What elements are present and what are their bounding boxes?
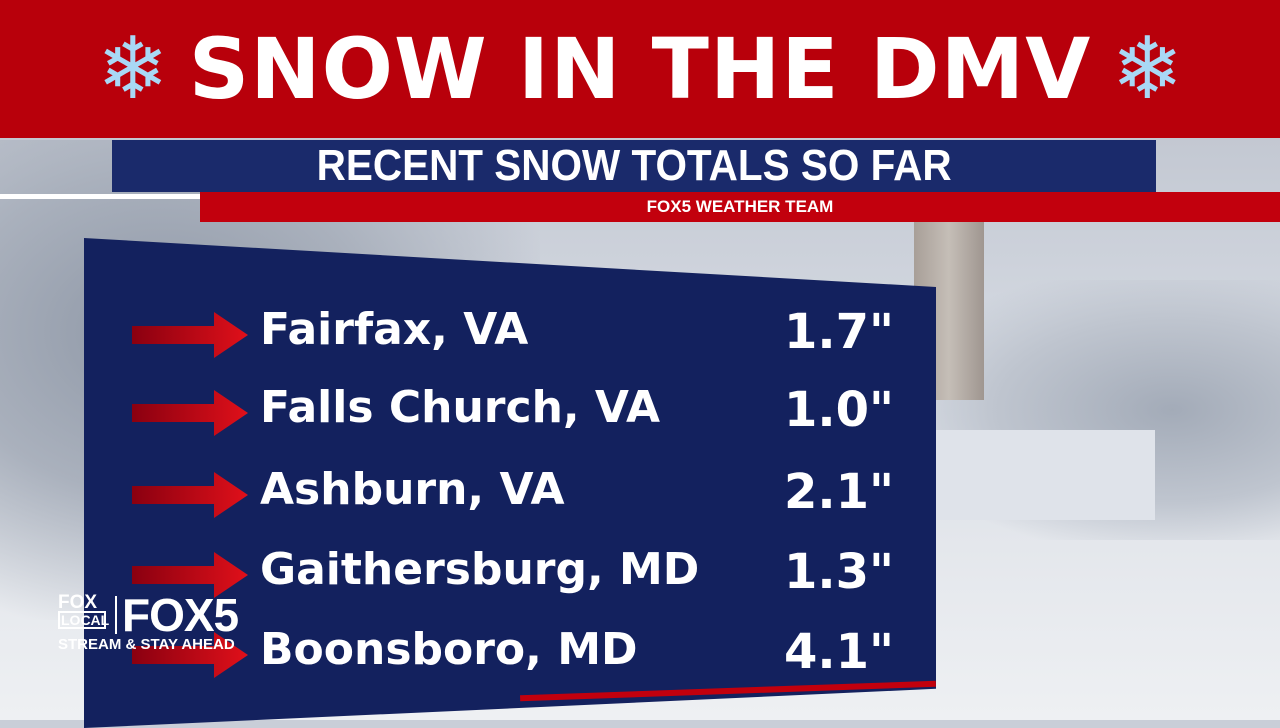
fox5-text: FOX5 [122, 589, 239, 641]
snow-amount: 1.7" [784, 304, 895, 360]
location-name: Falls Church, VA [260, 382, 661, 433]
snowflake-icon: ❄ [96, 19, 169, 119]
location-name: Boonsboro, MD [260, 624, 638, 675]
list-item: Gaithersburg, MD 1.3" [84, 540, 936, 600]
snow-amount: 2.1" [784, 464, 895, 520]
list-item: Boonsboro, MD 4.1" [84, 620, 936, 680]
arrow-right-icon [132, 472, 248, 518]
list-item: Falls Church, VA 1.0" [84, 378, 936, 438]
location-name: Ashburn, VA [260, 464, 565, 515]
local-text: LOCAL [58, 611, 109, 629]
snow-amount: 1.3" [784, 544, 895, 600]
snow-amount: 4.1" [784, 624, 895, 680]
subtitle: RECENT SNOW TOTALS SO FAR [316, 141, 952, 190]
arrow-right-icon [132, 632, 248, 678]
fox-text: FOX [58, 592, 98, 613]
list-item: Ashburn, VA 2.1" [84, 460, 936, 520]
arrow-right-icon [132, 552, 248, 598]
list-item: Fairfax, VA 1.7" [84, 300, 936, 360]
location-name: Fairfax, VA [260, 304, 529, 355]
snow-amount: 1.0" [784, 382, 895, 438]
location-name: Gaithersburg, MD [260, 544, 700, 595]
arrow-right-icon [132, 390, 248, 436]
divider [0, 194, 200, 199]
headline: SNOW IN THE DMV [188, 20, 1092, 118]
arrow-right-icon [132, 312, 248, 358]
snowflake-icon: ❄ [1111, 19, 1184, 119]
subtitle-bar: RECENT SNOW TOTALS SO FAR [112, 140, 1156, 192]
header-banner: ❄ SNOW IN THE DMV ❄ [0, 0, 1280, 138]
totals-panel: Fairfax, VA 1.7" Falls Church, VA 1.0" A… [84, 238, 936, 728]
tagline: STREAM & STAY AHEAD [58, 636, 235, 653]
team-bar: FOX5 WEATHER TEAM [200, 192, 1280, 222]
reflecting-pool [935, 430, 1155, 520]
